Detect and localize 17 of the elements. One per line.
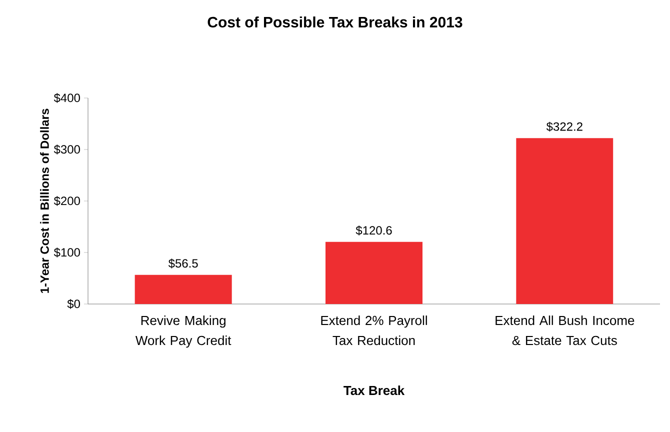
y-tick-label: $300	[54, 144, 80, 154]
chart-title: Cost of Possible Tax Breaks in 2013	[208, 16, 462, 28]
x-tick-label: Extend All Bush Income & Estate Tax Cuts	[496, 316, 634, 346]
x-tick-label: Revive Making Work Pay Credit	[135, 316, 232, 348]
bar	[134, 274, 232, 304]
data-label: $56.5	[168, 258, 198, 268]
y-axis-title: 1-Year Cost in Billions of Dollars	[40, 108, 49, 293]
bar	[326, 242, 422, 304]
data-label: $322.2	[546, 122, 582, 132]
x-axis-title: Tax Break	[344, 386, 405, 396]
data-label: $120.6	[356, 226, 392, 236]
bar	[516, 138, 614, 304]
y-tick-label: $100	[54, 248, 80, 258]
x-tick-label: Extend 2% Payroll Tax Reduction	[321, 316, 427, 346]
y-tick-label: $400	[54, 93, 80, 103]
y-tick-label: $200	[54, 196, 80, 206]
y-tick-label: $0	[67, 299, 80, 309]
